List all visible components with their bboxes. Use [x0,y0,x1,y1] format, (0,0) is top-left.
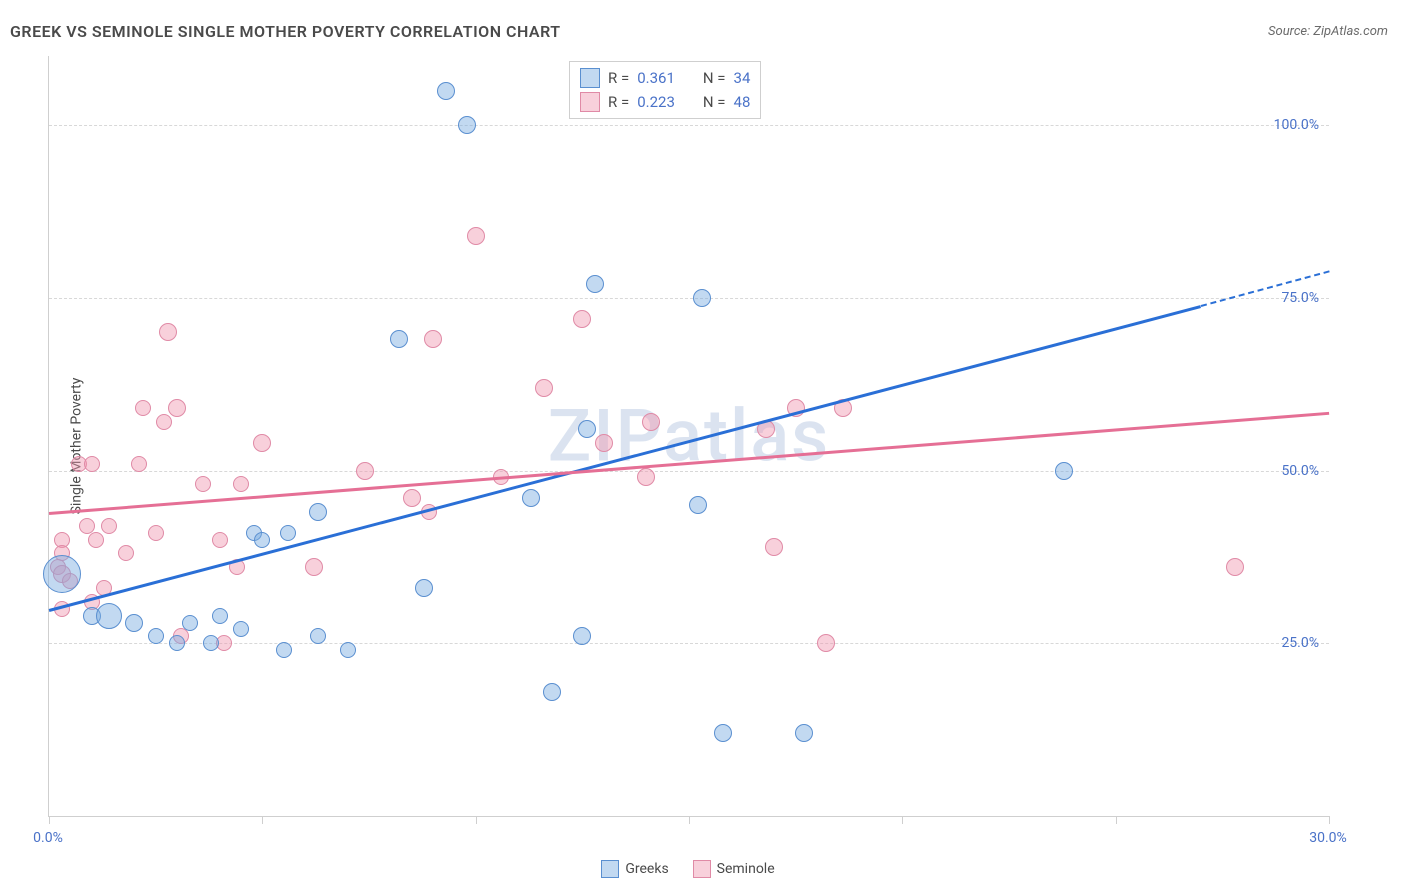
chart-container: GREEK VS SEMINOLE SINGLE MOTHER POVERTY … [0,0,1406,892]
greeks-point [254,532,270,548]
gridline [49,471,1329,472]
greeks-point [795,724,813,742]
greeks-point [415,579,433,597]
y-tick-label: 100.0% [1274,117,1319,133]
greeks-point [233,621,249,637]
greeks-point [586,275,604,293]
greeks-point [148,628,164,644]
series-legend: Greeks Seminole [48,860,1328,878]
seminole-point [168,399,186,417]
seminole-point [131,456,147,472]
greeks-point [280,525,296,541]
legend-n-label: N = [703,69,726,87]
greeks-point [340,642,356,658]
seminole-point [88,532,104,548]
legend-row: R = 0.223 N = 48 [580,90,750,114]
legend-n-value: 48 [734,93,751,111]
greeks-point [125,614,143,632]
seminole-point [595,434,613,452]
seminole-point [424,330,442,348]
greeks-point [169,635,185,651]
source-label: Source: ZipAtlas.com [1268,24,1388,39]
seminole-point [233,476,249,492]
greeks-trend-line [49,305,1202,611]
seminole-point [195,476,211,492]
y-tick-label: 75.0% [1281,290,1319,306]
greeks-point [578,420,596,438]
gridline [49,643,1329,644]
seminole-point [356,462,374,480]
legend-item: Greeks [601,860,668,878]
chart-title: GREEK VS SEMINOLE SINGLE MOTHER POVERTY … [10,22,561,41]
gridline [49,298,1329,299]
legend-r-label: R = [608,69,629,87]
seminole-point [212,532,228,548]
seminole-point [573,310,591,328]
greeks-point [310,628,326,644]
legend-row: R = 0.361 N = 34 [580,66,750,90]
seminole-point [817,634,835,652]
seminole-point [305,558,323,576]
seminole-point [84,456,100,472]
greeks-point [276,642,292,658]
seminole-point [148,525,164,541]
greeks-point [390,330,408,348]
greeks-point [203,635,219,651]
y-tick-label: 25.0% [1281,635,1319,651]
greeks-point [573,627,591,645]
legend-swatch [580,68,600,88]
seminole-point [135,400,151,416]
greeks-point [458,116,476,134]
seminole-point [535,379,553,397]
plot-area: ZIPatlas R =0.361N =34R =0.223N =48 25.0… [48,56,1329,817]
greeks-point [182,615,198,631]
legend-r-value: 0.361 [637,69,675,87]
seminole-point [642,413,660,431]
legend-r-value: 0.223 [637,93,675,111]
legend-n-value: 34 [734,69,751,87]
legend-label: Greeks [625,861,668,877]
greeks-point [543,683,561,701]
gridline [49,125,1329,126]
greeks-point [96,603,122,629]
seminole-trend-line [49,412,1329,515]
greeks-point [1055,462,1073,480]
seminole-point [253,434,271,452]
legend-swatch [693,860,711,878]
legend-item: Seminole [693,860,775,878]
seminole-point [765,538,783,556]
seminole-point [403,489,421,507]
legend-label: Seminole [717,861,775,877]
greeks-point [437,82,455,100]
legend-swatch [601,860,619,878]
seminole-point [1226,558,1244,576]
seminole-point [159,323,177,341]
greeks-point [714,724,732,742]
greeks-point [522,489,540,507]
legend-n-label: N = [703,93,726,111]
seminole-point [101,518,117,534]
greeks-point [212,608,228,624]
x-axis-labels: 0.0%30.0% [48,822,1328,852]
seminole-point [467,227,485,245]
greeks-point [43,555,81,593]
legend-r-label: R = [608,93,629,111]
seminole-point [156,414,172,430]
greeks-point [309,503,327,521]
x-tick [1329,816,1330,824]
legend-swatch [580,92,600,112]
y-tick-label: 50.0% [1281,463,1319,479]
x-tick-label: 30.0% [1309,830,1347,846]
seminole-point [637,468,655,486]
greeks-point [693,289,711,307]
greeks-point [689,496,707,514]
x-tick-label: 0.0% [33,830,63,846]
seminole-point [118,545,134,561]
correlation-legend: R = 0.361 N = 34 R = 0.223 N = 48 [569,61,761,119]
